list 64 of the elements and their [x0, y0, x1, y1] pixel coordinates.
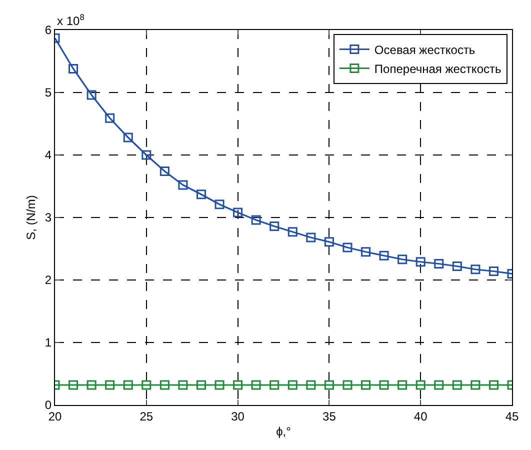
point — [288, 380, 298, 390]
point — [196, 190, 206, 200]
point — [288, 227, 298, 237]
point — [434, 259, 444, 268]
point — [306, 380, 316, 390]
point — [452, 380, 462, 390]
point — [251, 380, 261, 390]
y-tick-label: 3 — [44, 210, 52, 225]
point — [196, 380, 206, 390]
point — [416, 380, 426, 390]
y-tick-label: 4 — [44, 148, 52, 162]
point — [452, 262, 462, 271]
legend-label: Поперечная жесткость — [374, 62, 502, 76]
y-tick-label: 2 — [44, 273, 52, 288]
point — [123, 380, 133, 390]
point — [361, 247, 371, 257]
point — [233, 380, 243, 390]
x-tick-label: 40 — [414, 409, 428, 424]
point — [398, 254, 408, 264]
text: x 10$^{8}$ — [57, 12, 85, 28]
point — [142, 150, 152, 160]
point — [214, 380, 224, 390]
y-tick-label: 6 — [44, 23, 52, 38]
point — [178, 180, 188, 190]
point — [86, 90, 96, 100]
x-tick-label: 35 — [322, 409, 336, 424]
point — [142, 380, 152, 390]
point — [342, 380, 352, 390]
y-tick-label: 1 — [44, 336, 52, 350]
point — [306, 232, 316, 242]
point — [233, 208, 243, 218]
point — [160, 380, 170, 390]
point — [361, 380, 371, 390]
point — [270, 380, 280, 390]
point — [160, 166, 170, 176]
point — [379, 250, 389, 260]
point — [86, 380, 96, 390]
point — [324, 380, 334, 390]
x-tick-label: 25 — [140, 409, 154, 424]
point — [251, 215, 261, 225]
point — [270, 222, 280, 231]
point — [214, 200, 224, 210]
point — [68, 380, 78, 390]
point — [470, 380, 480, 390]
point — [488, 266, 498, 276]
point — [488, 380, 498, 390]
x-tick-label: 45 — [505, 409, 519, 424]
x-tick-label: 30 — [231, 409, 245, 424]
point — [68, 64, 78, 74]
point — [178, 380, 188, 390]
point — [105, 113, 115, 123]
point — [123, 132, 133, 142]
legend-label: Осевая жесткость — [374, 42, 476, 57]
point — [434, 380, 444, 390]
point — [342, 242, 352, 252]
point — [416, 257, 426, 267]
point — [398, 380, 408, 390]
y-tick-label: 5 — [44, 86, 52, 100]
x-axis-title: ϕ,° — [276, 424, 292, 438]
point — [324, 237, 334, 247]
y-axis-title: S, (N/m) — [24, 195, 38, 240]
point — [105, 380, 115, 390]
point — [470, 264, 480, 274]
point — [379, 380, 389, 390]
